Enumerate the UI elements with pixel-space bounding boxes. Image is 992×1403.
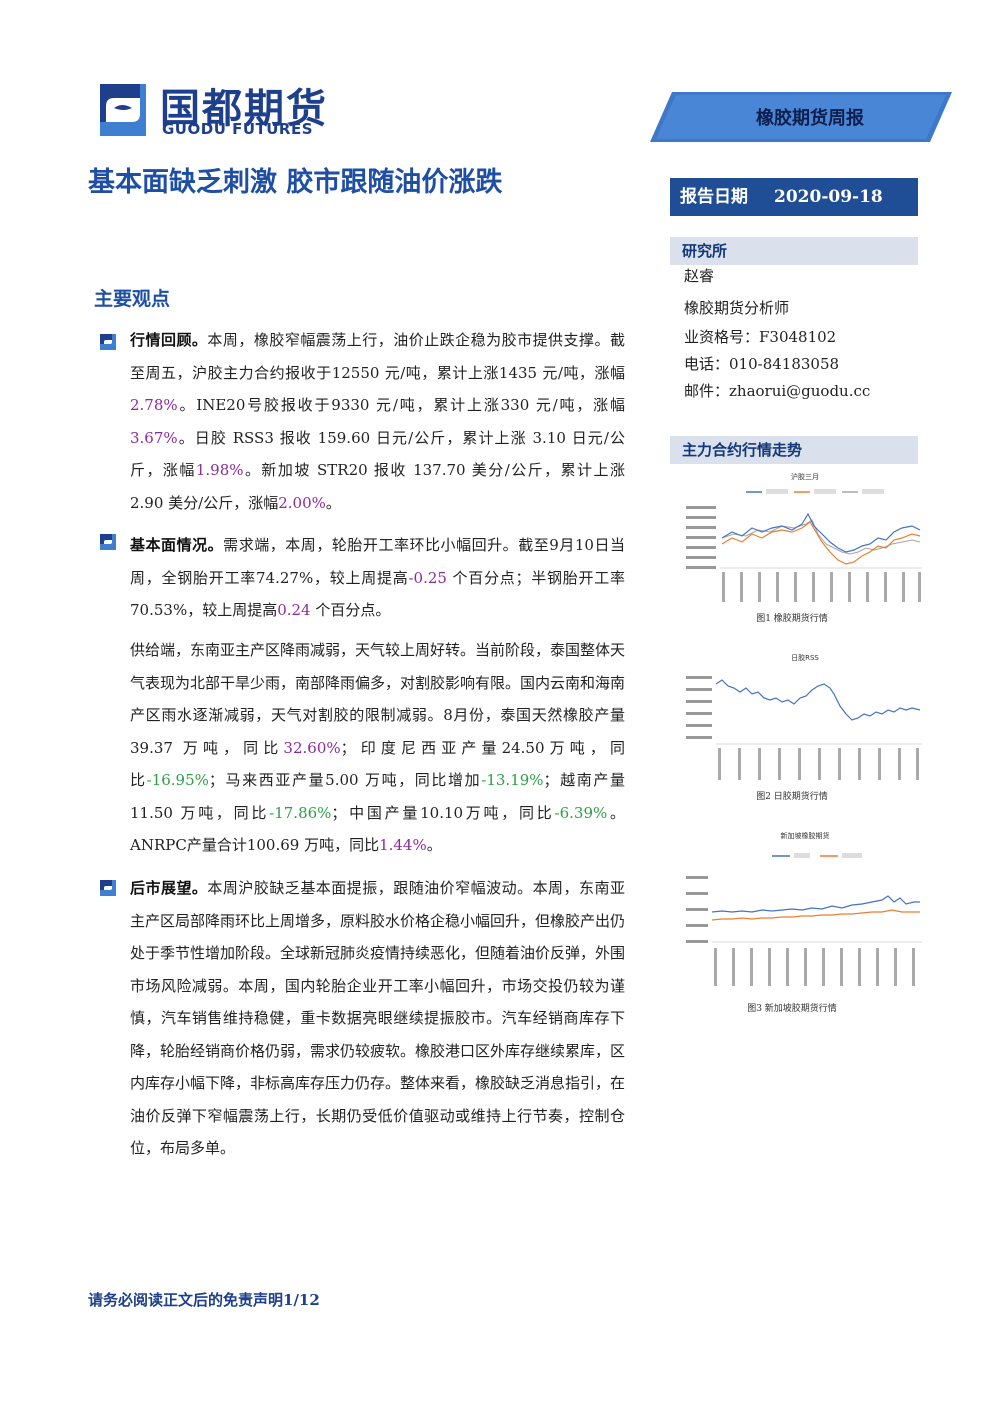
report-title: 基本面缺乏刺激 胶市跟随油价涨跌 <box>88 167 503 198</box>
supply-text: ；马来西亚产量5.00 万吨，同比增加 <box>208 771 482 789</box>
chart2-caption: 图2 日胶期货行情 <box>756 792 828 802</box>
analyst-phone: 电话：010-84183058 <box>684 355 840 373</box>
chart3-title: 新加坡橡胶期货 <box>781 831 830 840</box>
vietnam-yoy-value: -17.86% <box>269 803 332 822</box>
logo-english-name: GUODU FUTURES <box>162 120 314 138</box>
fundamentals-text: 个百分点。 <box>310 601 391 619</box>
supply-text: 供给端，东南亚主产区降雨减弱，天气较上周好转。当前阶段，泰国整体天气表现为北部干… <box>130 641 626 757</box>
chart1-caption: 图1 橡胶期货行情 <box>756 614 828 624</box>
market-review-text: 。新加坡 STR20 报收 137.70 美分/公斤，累计上涨 2.90 美分/… <box>130 461 625 512</box>
str20-change-value: 2.00% <box>278 493 326 512</box>
report-date-value: 2020-09-18 <box>774 187 883 207</box>
report-type-label: 橡胶期货周报 <box>756 108 864 129</box>
anrpc-yoy-value: 1.44% <box>379 836 427 854</box>
outlook-text: 本周沪胶缺乏基本面提振，跟随油价窄幅波动。本周，东南亚主产区局部降雨环比上周增多… <box>130 879 626 1157</box>
outlook-heading: 后市展望。 <box>130 879 208 897</box>
report-date-label: 报告日期 <box>680 187 748 207</box>
market-review-text: 。 <box>325 493 341 512</box>
semisteel-change-value: 0.24 <box>277 601 311 619</box>
footer-disclaimer: 请务必阅读正文后的免责声明1/12 <box>88 1291 320 1309</box>
research-dept-header: 研究所 <box>670 237 918 265</box>
fundamentals-heading: 基本面情况。 <box>130 536 224 554</box>
market-review-heading: 行情回顾。 <box>130 331 208 349</box>
supply-text: ；越南产量11.50 万吨，同比 <box>130 771 625 822</box>
guodu-logo-icon <box>100 84 146 136</box>
chart2-title: 日胶RSS <box>791 653 819 662</box>
chart-jpx-rss: 日胶RSS <box>686 653 922 780</box>
bullet-icon <box>100 880 116 896</box>
supply-text: 。 <box>426 836 442 854</box>
analyst-license: 业资格号：F3048102 <box>684 328 837 346</box>
analyst-name: 赵睿 <box>684 267 715 285</box>
chart-shfe-rubber: 沪胶三月 <box>686 472 922 602</box>
analyst-title: 橡胶期货分析师 <box>684 299 790 317</box>
fundamentals-text: 需求端，本周，轮胎开工率环比小幅回升。截至9月10日当周，全钢胎开工率74.27… <box>130 536 625 587</box>
chart1-title: 沪胶三月 <box>791 472 819 481</box>
supply-text: ；中国产量10.10万吨，同比 <box>331 803 555 822</box>
malaysia-yoy-value: -13.19% <box>481 771 544 789</box>
outlook-paragraph: 后市展望。本周沪胶缺乏基本面提振，跟随油价窄幅波动。本周，东南亚主产区局部降雨环… <box>130 872 625 1165</box>
market-review-paragraph: 行情回顾。本周，橡胶窄幅震荡上行，油价止跌企稳为胶市提供支撑。截至周五，沪胶主力… <box>130 324 625 519</box>
supply-text: 。ANRPC产量合计100.69 万吨，同比 <box>130 803 625 855</box>
main-viewpoints-heading: 主要观点 <box>94 288 171 310</box>
analyst-email[interactable]: 邮件：zhaorui@guodu.cc <box>684 382 871 400</box>
ine-change-value: 3.67% <box>130 428 178 447</box>
indonesia-yoy-value: -16.95% <box>146 771 209 789</box>
chart-section-header: 主力合约行情走势 <box>670 436 918 464</box>
allsteel-change-value: -0.25 <box>408 568 447 587</box>
report-date-box: 报告日期 2020-09-18 <box>670 178 918 216</box>
fundamentals-text: 个百分点；半钢胎开工率70.53%，较上周提高 <box>130 568 625 620</box>
shfe-change-value: 2.78% <box>130 396 178 414</box>
rss3-change-value: 1.98% <box>195 461 244 479</box>
bullet-icon <box>100 534 116 550</box>
fundamentals-paragraph: 基本面情况。需求端，本周，轮胎开工率环比小幅回升。截至9月10日当周，全钢胎开工… <box>130 529 625 627</box>
market-review-text: 。INE20号胶报收于9330 元/吨，累计上涨330 元/吨，涨幅 <box>177 396 625 414</box>
logo-chinese-name: 国都期货 <box>160 86 328 132</box>
chart-sgx-rubber: 新加坡橡胶期货 <box>686 831 922 986</box>
market-review-text: 。日胶 RSS3 报收 159.60 日元/公斤，累计上涨 3.10 日元/公斤… <box>130 428 625 480</box>
china-yoy-value: -6.39% <box>554 803 608 822</box>
chart3-caption: 图3 新加坡胶期货行情 <box>747 1004 837 1014</box>
thailand-yoy-value: 32.60% <box>283 738 341 757</box>
supply-paragraph: 供给端，东南亚主产区降雨减弱，天气较上周好转。当前阶段，泰国整体天气表现为北部干… <box>130 634 625 862</box>
report-type-banner <box>650 92 952 142</box>
supply-text: ；印度尼西亚产量24.50万吨，同比 <box>130 738 625 790</box>
bullet-icon <box>100 334 116 350</box>
market-review-text: 本周，橡胶窄幅震荡上行，油价止跌企稳为胶市提供支撑。截至周五，沪胶主力合约报收于… <box>130 331 625 382</box>
